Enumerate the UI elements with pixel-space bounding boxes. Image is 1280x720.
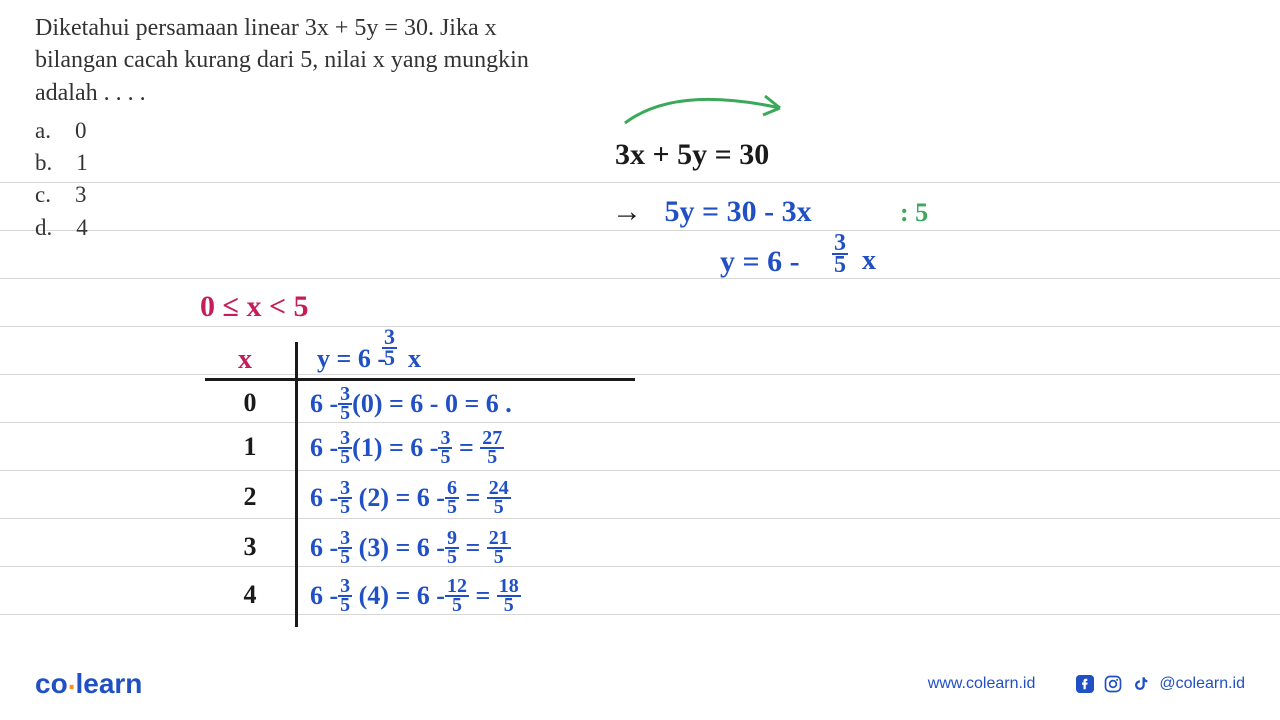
option-b-letter: b. — [35, 147, 52, 179]
option-a: a. 0 — [35, 115, 88, 147]
logo-co: co — [35, 668, 68, 699]
question-text: Diketahui persamaan linear 3x + 5y = 30.… — [35, 12, 575, 109]
instagram-icon — [1103, 674, 1123, 694]
table-header-y-frac: 3 5 — [382, 328, 397, 367]
table-cell-calc: 6 -35(1) = 6 -35 = 275 — [310, 432, 504, 468]
constraint-text: 0 ≤ x < 5 — [200, 290, 309, 324]
arrow-icon — [605, 80, 805, 140]
table-row: 4 6 -35 (4) = 6 -125 = 185 — [210, 580, 521, 616]
table-cell-x: 3 — [210, 532, 290, 568]
logo: co.learn — [35, 668, 142, 700]
option-b: b. 1 — [35, 147, 88, 179]
option-b-value: 1 — [76, 147, 88, 179]
social-handle: @colearn.id — [1159, 675, 1245, 693]
question-line2: bilangan cacah kurang dari 5, nilai x ya… — [35, 47, 529, 73]
table-header-y-suffix: x — [408, 344, 421, 374]
table-row: 1 6 -35(1) = 6 -35 = 275 — [210, 432, 504, 468]
table-cell-calc: 6 -35 (2) = 6 -65 = 245 — [310, 482, 511, 518]
logo-sep: . — [68, 664, 76, 695]
facebook-icon — [1075, 674, 1095, 694]
table-cell-x: 0 — [210, 388, 290, 424]
equation-step1-div: : 5 — [900, 198, 928, 228]
table-cell-x: 2 — [210, 482, 290, 518]
table-row: 0 6 -35(0) = 6 - 0 = 6 . — [210, 388, 512, 424]
option-c-value: 3 — [75, 179, 87, 211]
table-cell-x: 4 — [210, 580, 290, 616]
arrow-symbol: → — [612, 195, 642, 228]
question-line1: Diketahui persamaan linear 3x + 5y = 30.… — [35, 15, 497, 41]
option-d-value: 4 — [76, 212, 88, 244]
option-d-letter: d. — [35, 212, 52, 244]
equation-main: 3x + 5y = 30 — [615, 138, 769, 172]
frac-d: 5 — [832, 255, 848, 275]
social-links: @colearn.id — [1075, 674, 1245, 694]
option-d: d. 4 — [35, 212, 88, 244]
table-cell-calc: 6 -35 (4) = 6 -125 = 185 — [310, 580, 521, 616]
question-line3: adalah . . . . — [35, 80, 146, 106]
option-a-letter: a. — [35, 115, 51, 147]
option-c-letter: c. — [35, 179, 51, 211]
table-row: 2 6 -35 (2) = 6 -65 = 245 — [210, 482, 511, 518]
table-horizontal-line — [205, 378, 635, 381]
equation-step2-lhs: y = 6 - — [720, 245, 800, 279]
th-frac-d: 5 — [382, 349, 397, 368]
equation-step2-frac: 3 5 — [832, 233, 848, 276]
option-c: c. 3 — [35, 179, 88, 211]
table-header-y-prefix: y = 6 - — [317, 344, 386, 374]
table-cell-x: 1 — [210, 432, 290, 468]
equation-step2-x: x — [862, 245, 876, 277]
footer-url: www.colearn.id — [928, 675, 1036, 693]
tiktok-icon — [1131, 674, 1151, 694]
option-a-value: 0 — [75, 115, 87, 147]
step1-expr: 5y = 30 - 3x — [665, 195, 812, 228]
table-header-x: x — [238, 344, 252, 376]
table-row: 3 6 -35 (3) = 6 -95 = 215 — [210, 532, 511, 568]
equation-step1: → 5y = 30 - 3x — [612, 195, 812, 229]
logo-learn: learn — [75, 668, 142, 699]
table-cell-calc: 6 -35(0) = 6 - 0 = 6 . — [310, 388, 512, 424]
footer: co.learn www.colearn.id @colearn.id — [0, 668, 1280, 700]
table-cell-calc: 6 -35 (3) = 6 -95 = 215 — [310, 532, 511, 568]
answer-options: a. 0 b. 1 c. 3 d. 4 — [35, 115, 88, 244]
